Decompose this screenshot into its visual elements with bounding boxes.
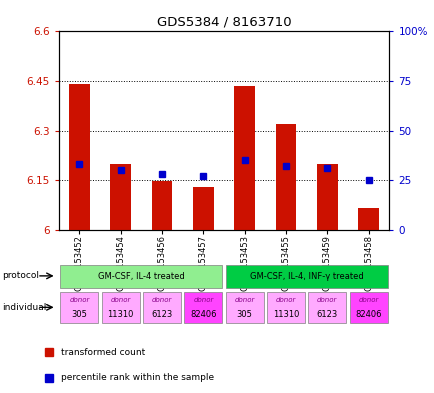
Bar — [275, 124, 296, 230]
Text: 305: 305 — [236, 310, 252, 320]
Text: individual: individual — [2, 303, 46, 312]
Title: GDS5384 / 8163710: GDS5384 / 8163710 — [156, 16, 291, 29]
Bar — [358, 208, 378, 230]
Text: 6123: 6123 — [316, 310, 337, 320]
Bar — [234, 86, 254, 230]
Bar — [60, 292, 98, 323]
Text: percentile rank within the sample: percentile rank within the sample — [61, 373, 214, 382]
Text: donor: donor — [234, 297, 254, 303]
Bar — [110, 164, 131, 230]
Text: donor: donor — [275, 297, 296, 303]
Bar — [102, 292, 139, 323]
Text: donor: donor — [193, 297, 213, 303]
Bar — [266, 292, 304, 323]
Bar — [60, 264, 222, 288]
Text: 11310: 11310 — [272, 310, 299, 320]
Bar — [316, 164, 337, 230]
Text: 82406: 82406 — [355, 310, 381, 320]
Text: 11310: 11310 — [107, 310, 134, 320]
Bar — [225, 292, 263, 323]
Bar — [193, 187, 213, 230]
Text: transformed count: transformed count — [61, 347, 145, 356]
Bar — [151, 181, 172, 230]
Text: donor: donor — [69, 297, 89, 303]
Text: donor: donor — [151, 297, 172, 303]
Bar — [349, 292, 387, 323]
Text: donor: donor — [316, 297, 337, 303]
Text: 6123: 6123 — [151, 310, 172, 320]
Text: donor: donor — [358, 297, 378, 303]
Text: GM-CSF, IL-4, INF-γ treated: GM-CSF, IL-4, INF-γ treated — [249, 272, 363, 281]
Text: protocol: protocol — [2, 272, 39, 280]
Text: donor: donor — [110, 297, 131, 303]
Bar — [308, 292, 345, 323]
Bar — [69, 84, 89, 230]
Text: 82406: 82406 — [190, 310, 216, 320]
Text: GM-CSF, IL-4 treated: GM-CSF, IL-4 treated — [98, 272, 184, 281]
Text: 305: 305 — [71, 310, 87, 320]
Bar — [143, 292, 181, 323]
Bar — [184, 292, 222, 323]
Bar — [225, 264, 387, 288]
